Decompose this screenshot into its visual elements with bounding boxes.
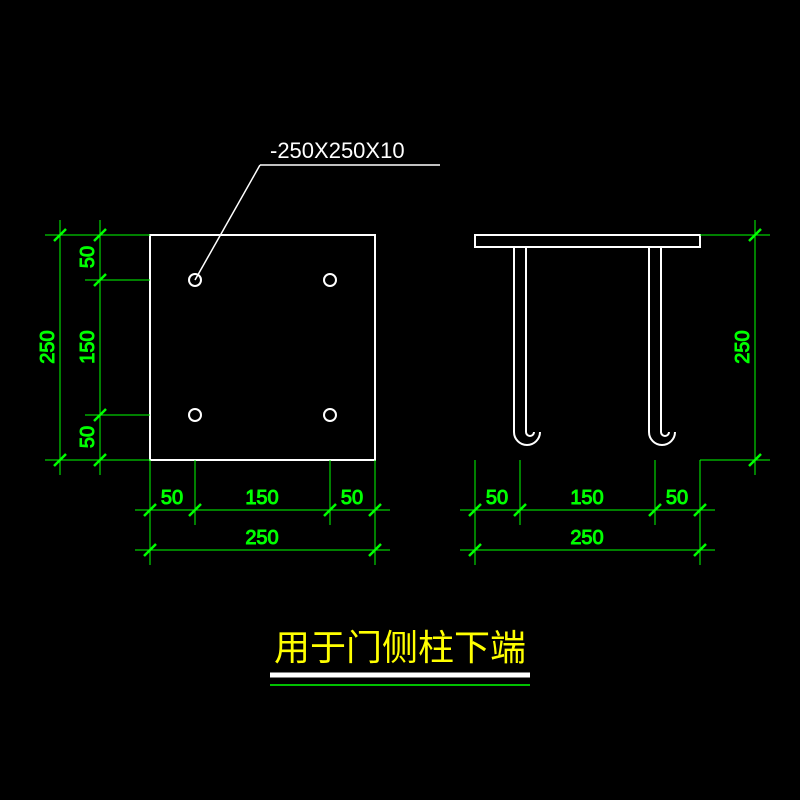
hole-tr <box>324 274 336 286</box>
dim-right-vertical: 250 <box>700 220 770 475</box>
title-block: 用于门侧柱下端 <box>270 627 530 685</box>
dim-label: 50 <box>666 487 688 509</box>
annotation-text: -250X250X10 <box>270 138 405 163</box>
dim-label: 250 <box>570 527 603 549</box>
dim-label: 150 <box>77 330 99 363</box>
dim-label: 250 <box>37 330 59 363</box>
left-view <box>150 235 375 460</box>
dim-label: 50 <box>341 487 363 509</box>
dim-label: 150 <box>570 487 603 509</box>
dim-label: 50 <box>486 487 508 509</box>
hole-bl <box>189 409 201 421</box>
hole-br <box>324 409 336 421</box>
title-text: 用于门侧柱下端 <box>274 627 526 668</box>
cad-drawing: -250X250X10 50 150 50 25 <box>0 0 800 800</box>
dim-left-vertical: 50 150 50 250 <box>37 220 150 475</box>
dim-right-horizontal: 50 150 50 250 <box>460 460 715 565</box>
dim-label: 250 <box>732 330 754 363</box>
dim-label: 250 <box>245 527 278 549</box>
plate-outline <box>150 235 375 460</box>
dim-label: 50 <box>77 426 99 448</box>
right-view <box>475 235 700 445</box>
dim-label: 50 <box>77 246 99 268</box>
annotation: -250X250X10 <box>195 138 440 280</box>
dim-label: 150 <box>245 487 278 509</box>
dim-label: 50 <box>161 487 183 509</box>
dim-left-horizontal: 50 150 50 250 <box>135 460 390 565</box>
